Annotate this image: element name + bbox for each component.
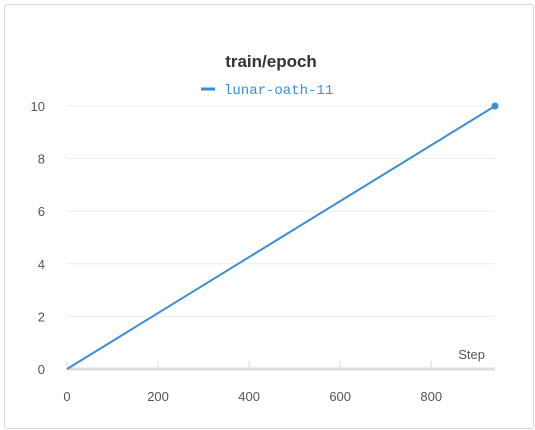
data-point[interactable] — [492, 103, 499, 110]
y-tick-label: 6 — [38, 204, 45, 219]
y-tick-label: 8 — [38, 152, 45, 167]
y-tick-label: 4 — [38, 257, 45, 272]
y-tick-label: 0 — [38, 362, 45, 377]
x-axis: 0 200 400 600 800 — [63, 361, 495, 404]
legend-label: lunar-oath-11 — [224, 83, 333, 99]
legend[interactable]: lunar-oath-11 — [201, 83, 333, 99]
x-tick-label: 800 — [420, 389, 442, 404]
line-chart: train/epoch lunar-oath-11 0 2 4 6 8 10 0 200 40… — [5, 5, 535, 430]
x-tick-label: 600 — [329, 389, 351, 404]
grid — [67, 106, 495, 316]
x-tick-label: 0 — [63, 389, 70, 404]
series-line[interactable] — [67, 106, 495, 369]
x-axis-title: Step — [458, 347, 485, 362]
x-tick-label: 200 — [147, 389, 169, 404]
chart-panel: train/epoch lunar-oath-11 0 2 4 6 8 10 0 200 40… — [4, 4, 534, 429]
x-tick-label: 400 — [238, 389, 260, 404]
y-tick-label: 2 — [38, 309, 45, 324]
series-layer — [67, 103, 499, 370]
y-axis: 0 2 4 6 8 10 — [31, 99, 45, 377]
chart-title: train/epoch — [225, 52, 317, 71]
y-tick-label: 10 — [31, 99, 45, 114]
